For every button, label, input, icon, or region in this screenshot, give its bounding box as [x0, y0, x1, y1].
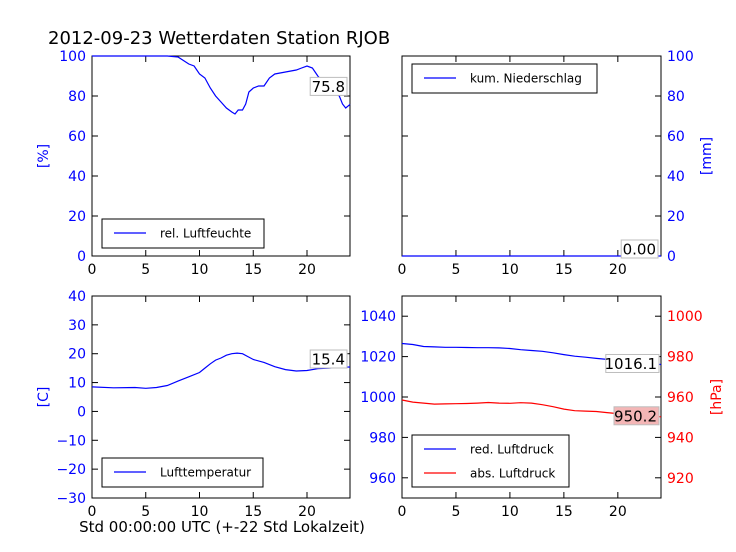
legend-label-1: abs. Luftdruck: [470, 467, 555, 481]
y-tick-label-right: 940: [667, 430, 694, 446]
y-tick-label: 100: [59, 49, 86, 65]
y-tick-label: 10: [68, 376, 86, 392]
last-value-label-1-box: [613, 406, 660, 426]
y-tick-label: 20: [68, 347, 86, 363]
x-tick-label: 20: [298, 504, 316, 520]
legend-box: [411, 434, 570, 488]
x-tick-label: 15: [555, 504, 573, 520]
y-tick-label: 40: [68, 289, 86, 305]
x-tick-label: 0: [398, 504, 407, 520]
y-tick-label-right: 1000: [667, 309, 703, 325]
x-tick-label: 20: [298, 262, 316, 278]
last-value-label: 75.8: [312, 78, 345, 96]
x-tick-label: 5: [141, 504, 150, 520]
y-axis-label: [C]: [36, 387, 52, 408]
y-tick-label: 980: [369, 430, 396, 446]
last-value-label-box: [620, 239, 659, 259]
legend-label-0: Lufttemperatur: [160, 466, 251, 480]
x-tick-label: 10: [501, 504, 519, 520]
y-tick-label: 0: [77, 249, 86, 265]
x-tick-label: 10: [501, 262, 519, 278]
x-tick-label: 0: [88, 262, 97, 278]
x-tick-label: 5: [451, 504, 460, 520]
last-value-label: 0.00: [623, 241, 656, 259]
series-line-0: [91, 352, 351, 389]
figure-title: 2012-09-23 Wetterdaten Station RJOB: [48, 28, 390, 49]
last-value-label-0: 1016.1: [605, 355, 658, 373]
y-tick-label: −10: [56, 433, 86, 449]
x-tick-label: 15: [555, 262, 573, 278]
y-tick-label: −30: [56, 491, 86, 507]
y-tick-label: 40: [68, 169, 86, 185]
y-tick-label: 30: [68, 318, 86, 334]
x-tick-label: 15: [244, 504, 262, 520]
last-value-label-box: [309, 349, 348, 369]
y-tick-label: 1020: [360, 350, 396, 366]
axes-frame: [91, 55, 351, 257]
y-tick-label: 1040: [360, 309, 396, 325]
x-tick-label: 20: [609, 504, 627, 520]
y-tick-label: 60: [68, 129, 86, 145]
x-tick-label: 20: [609, 262, 627, 278]
x-tick-label: 10: [191, 504, 209, 520]
legend-label-0: red. Luftdruck: [470, 443, 554, 457]
y-axis-label: [mm]: [699, 137, 715, 175]
panel-top-left: 0 5 10 15 20 0 20 40 60 80 100 [%] 75.8 rel. Luftfeuc…: [36, 49, 351, 278]
x-axis-label: Std 00:00:00 UTC (+-22 Std Lokalzeit): [79, 518, 365, 536]
legend-label-0: kum. Niederschlag: [470, 72, 582, 86]
y-axis-label: [%]: [36, 144, 52, 168]
y-tick-label-right: 80: [667, 89, 685, 105]
panel-bottom-left: 0 5 10 15 20 −30 −20 −10 0 10 20 30 40 [C] 15.4 Lufttem…: [36, 289, 351, 520]
last-value-label: 15.4: [312, 350, 345, 368]
x-tick-label: 0: [398, 262, 407, 278]
panel-top-right: 0 5 10 15 20 0 20 40 60 80 100 [mm] 0.00 kum. Nieders…: [398, 49, 715, 278]
y-tick-label: 960: [369, 471, 396, 487]
legend-box: [101, 218, 265, 249]
last-value-label-box: [309, 76, 348, 96]
y-tick-label-right: 980: [667, 350, 694, 366]
y-tick-label-right: 100: [667, 49, 694, 65]
last-value-label-1: 950.2: [614, 407, 657, 425]
axes-frame: [91, 295, 351, 499]
y-tick-label-right: 40: [667, 169, 685, 185]
y-tick-label: 20: [68, 209, 86, 225]
x-tick-label: 15: [244, 262, 262, 278]
y-tick-label-right: 0: [667, 249, 676, 265]
y-tick-label: 1000: [360, 390, 396, 406]
y-tick-label: −20: [56, 462, 86, 478]
y-tick-label: 0: [77, 404, 86, 420]
y-tick-label: 80: [68, 89, 86, 105]
x-tick-label: 10: [191, 262, 209, 278]
panel-bottom-right: 0 5 10 15 20 960 980 1000 1020 1040 920 940 960 980 10…: [360, 295, 725, 520]
last-value-label-0-box: [605, 353, 660, 373]
y-tick-label-right: 960: [667, 390, 694, 406]
y-tick-label-right: 60: [667, 129, 685, 145]
y-tick-label-right: 20: [667, 209, 685, 225]
x-tick-label: 5: [451, 262, 460, 278]
x-tick-label: 0: [88, 504, 97, 520]
y-tick-label-right: 920: [667, 471, 694, 487]
legend-label-0: rel. Luftfeuchte: [160, 227, 251, 241]
x-tick-label: 5: [141, 262, 150, 278]
y-axis-label-right: [hPa]: [709, 379, 725, 415]
